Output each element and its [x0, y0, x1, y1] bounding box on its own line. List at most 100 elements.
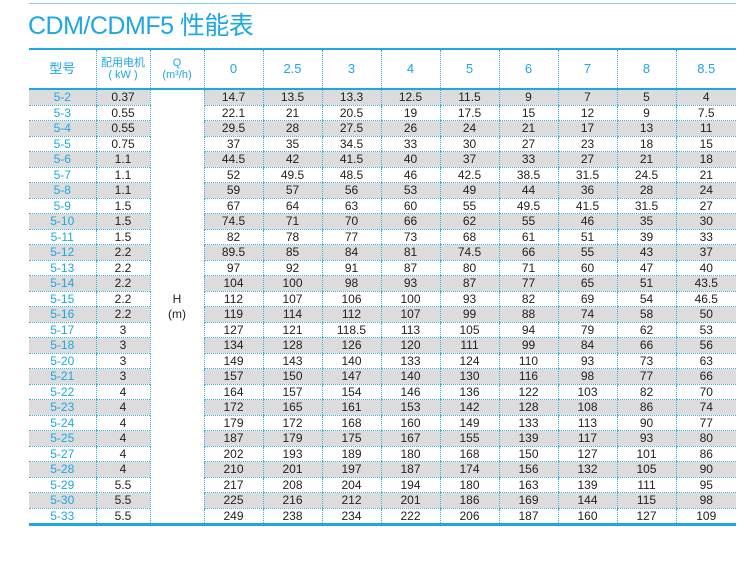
head-value-cell: 34.5 — [321, 136, 381, 152]
head-value-cell: 28 — [262, 120, 322, 137]
head-value-cell: 41.5 — [557, 198, 617, 214]
head-value-cell: 126 — [321, 337, 381, 354]
head-value-cell: 189 — [321, 446, 381, 462]
head-value-cell: 63 — [675, 353, 736, 369]
head-value-cell: 68 — [439, 229, 499, 245]
head-value-cell: 139 — [498, 430, 558, 447]
head-value-cell: 41.5 — [321, 151, 381, 168]
head-value-cell: 24.5 — [616, 167, 676, 183]
head-value-cell: 57 — [262, 182, 322, 199]
head-value-cell: 113 — [557, 415, 617, 431]
head-value-cell: 49.5 — [262, 167, 322, 183]
model-cell: 5-20 — [29, 353, 96, 369]
head-value-cell: 66 — [380, 213, 440, 230]
head-value-cell: 52 — [203, 167, 263, 183]
head-value-cell: 160 — [380, 415, 440, 431]
head-value-cell: 56 — [675, 337, 736, 354]
head-value-cell: 36 — [557, 182, 617, 199]
head-value-cell: 133 — [498, 415, 558, 431]
head-value-cell: 161 — [321, 399, 381, 416]
head-value-cell: 92 — [262, 260, 322, 276]
power-cell: 4 — [95, 446, 150, 462]
table-row: 5-2 0.37 H (m) 14.7 13.5 13.3 12.5 11.5 9 7 5 4 — [29, 89, 736, 526]
table-row: 5-16 2.2 119 114 112 107 99 88 74 58 50 — [29, 306, 736, 323]
head-value-cell: 71 — [262, 213, 322, 230]
head-value-cell: 210 — [203, 461, 263, 478]
head-value-cell: 21 — [675, 167, 736, 183]
head-value-cell: 180 — [439, 477, 499, 493]
head-value-cell: 46.5 — [675, 291, 736, 307]
head-value-cell: 156 — [498, 461, 558, 478]
head-value-cell: 164 — [203, 384, 263, 400]
head-value-cell: 147 — [321, 368, 381, 385]
header-power-unit: ( kW ) — [108, 69, 138, 81]
head-value-cell: 80 — [439, 260, 499, 276]
head-value-cell: 201 — [380, 492, 440, 509]
head-value-cell: 82 — [203, 229, 263, 245]
header-q-unit: (m³/h) — [162, 69, 192, 81]
head-value-cell: 27 — [557, 151, 617, 168]
head-value-cell: 105 — [616, 461, 676, 478]
head-value-cell: 37 — [439, 151, 499, 168]
header-flow: 7 — [557, 48, 617, 90]
head-value-cell: 17 — [557, 120, 617, 137]
model-cell: 5-29 — [29, 477, 96, 493]
head-value-cell: 105 — [439, 322, 499, 338]
power-cell: 5.5 — [95, 492, 150, 509]
head-label: H — [172, 291, 182, 306]
model-cell: 5-33 — [29, 508, 96, 526]
head-value-cell: 5 — [616, 89, 676, 106]
power-cell: 2.2 — [95, 275, 150, 292]
head-value-cell: 42.5 — [439, 167, 499, 183]
head-value-cell: 27 — [675, 198, 736, 214]
head-value-cell: 146 — [380, 384, 440, 400]
head-value-cell: 14.7 — [203, 89, 263, 106]
head-value-cell: 109 — [675, 508, 736, 526]
head-value-cell: 201 — [262, 461, 322, 478]
head-value-cell: 179 — [262, 430, 322, 447]
head-value-cell: 168 — [321, 415, 381, 431]
model-cell: 5-17 — [29, 322, 96, 338]
head-value-cell: 116 — [498, 368, 558, 385]
table-row: 5-11 1.5 82 78 77 73 68 61 51 39 33 — [29, 229, 736, 245]
power-cell: 1.1 — [95, 151, 150, 168]
head-value-cell: 140 — [380, 368, 440, 385]
header-flow: 8 — [616, 48, 676, 90]
head-value-cell: 86 — [675, 446, 736, 462]
head-value-cell: 187 — [380, 461, 440, 478]
header-power: 配用电机( kW ) — [95, 48, 150, 90]
power-cell: 2.2 — [95, 291, 150, 307]
head-value-cell: 37 — [675, 244, 736, 261]
head-value-cell: 91 — [321, 260, 381, 276]
model-cell: 5-13 — [29, 260, 96, 276]
head-value-cell: 172 — [262, 415, 322, 431]
head-value-cell: 60 — [380, 198, 440, 214]
model-cell: 5-12 — [29, 244, 96, 261]
head-value-cell: 24 — [675, 182, 736, 199]
head-value-cell: 82 — [498, 291, 558, 307]
head-value-cell: 107 — [380, 306, 440, 323]
head-value-cell: 24 — [439, 120, 499, 137]
head-value-cell: 39 — [616, 229, 676, 245]
power-cell: 4 — [95, 415, 150, 431]
head-value-cell: 43.5 — [675, 275, 736, 292]
head-value-cell: 33 — [380, 136, 440, 152]
table-row: 5-18 3 134 128 126 120 111 99 84 66 56 — [29, 337, 736, 354]
power-cell: 4 — [95, 461, 150, 478]
power-cell: 2.2 — [95, 260, 150, 276]
head-value-cell: 234 — [321, 508, 381, 526]
head-value-cell: 84 — [321, 244, 381, 261]
head-value-cell: 130 — [439, 368, 499, 385]
head-value-cell: 127 — [557, 446, 617, 462]
model-cell: 5-5 — [29, 136, 96, 152]
head-value-cell: 128 — [262, 337, 322, 354]
head-value-cell: 33 — [498, 151, 558, 168]
model-cell: 5-30 — [29, 492, 96, 509]
head-value-cell: 140 — [321, 353, 381, 369]
head-value-cell: 74 — [675, 399, 736, 416]
head-value-cell: 149 — [439, 415, 499, 431]
header-flow: 4 — [380, 48, 440, 90]
head-value-cell: 18 — [616, 136, 676, 152]
head-value-cell: 160 — [557, 508, 617, 526]
head-value-cell: 44 — [498, 182, 558, 199]
